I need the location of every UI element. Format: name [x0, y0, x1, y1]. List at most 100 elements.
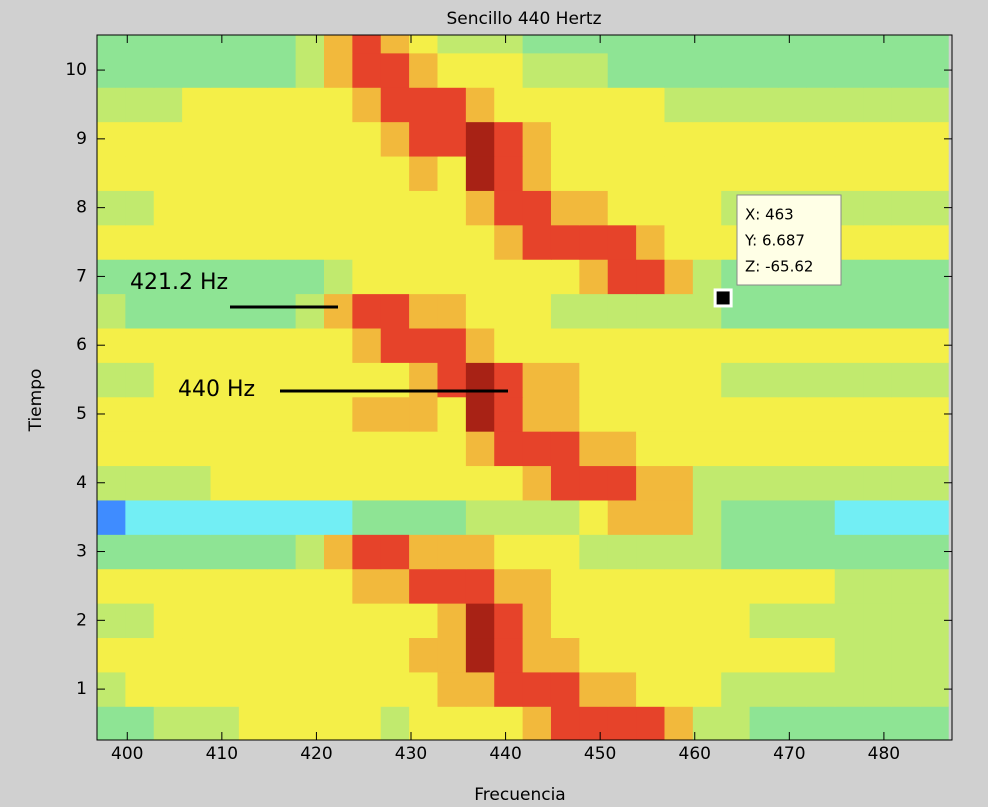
- heatmap-cell: [295, 465, 325, 501]
- heatmap-cell: [919, 121, 949, 157]
- x-tick-label: 440: [489, 744, 521, 764]
- heatmap-cell: [238, 706, 268, 740]
- y-tick-label: 1: [76, 679, 87, 699]
- heatmap-cell: [125, 568, 155, 604]
- heatmap-cell: [125, 499, 155, 535]
- heatmap-cell: [153, 396, 183, 432]
- heatmap-cell: [238, 603, 268, 639]
- heatmap-cell: [777, 431, 807, 467]
- heatmap-cell: [522, 362, 552, 398]
- heatmap-cell: [380, 396, 410, 432]
- heatmap-cell: [692, 465, 722, 501]
- heatmap-cell: [494, 534, 524, 570]
- heatmap-cell: [380, 499, 410, 535]
- heatmap-cell: [238, 362, 268, 398]
- heatmap-cell: [834, 328, 864, 363]
- annotation: 421.2 Hz 440 Hz: [130, 270, 508, 402]
- heatmap-cell: [749, 465, 779, 501]
- heatmap-cell: [522, 52, 552, 88]
- heatmap-cell: [550, 534, 580, 570]
- heatmap-cell: [749, 671, 779, 707]
- heatmap-cell: [806, 465, 836, 501]
- heatmap-cell: [437, 328, 467, 363]
- heatmap-cell: [494, 156, 524, 191]
- heatmap-cell: [891, 328, 921, 363]
- heatmap-cell: [153, 293, 183, 329]
- heatmap-cell: [692, 259, 722, 295]
- heatmap-cell: [721, 534, 751, 570]
- heatmap-cell: [749, 499, 779, 535]
- heatmap-cell: [210, 431, 240, 467]
- heatmap-cell: [579, 568, 609, 604]
- heatmap-cell: [636, 328, 665, 363]
- heatmap-cell: [579, 431, 609, 467]
- heatmap-cell: [153, 224, 183, 260]
- heatmap-cell: [919, 499, 949, 535]
- heatmap-cell: [267, 671, 297, 707]
- heatmap-cell: [550, 328, 580, 363]
- y-tick-label: 3: [76, 542, 87, 562]
- heatmap-cell: [437, 224, 467, 260]
- heatmap-cell: [891, 534, 921, 570]
- heatmap-cell: [267, 603, 297, 639]
- heatmap-cell: [210, 534, 240, 570]
- heatmap-cell: [437, 52, 467, 88]
- heatmap-cell: [692, 603, 722, 639]
- heatmap-cell: [437, 671, 467, 707]
- heatmap-cell: [97, 431, 126, 467]
- heatmap-cell: [153, 603, 183, 639]
- heatmap-cell: [522, 431, 552, 467]
- heatmap-cell: [153, 568, 183, 604]
- heatmap-cell: [210, 328, 240, 363]
- heatmap-cell: [210, 224, 240, 260]
- heatmap-cell: [806, 156, 836, 191]
- heatmap-cell: [352, 259, 382, 295]
- heatmap-cell: [210, 396, 240, 432]
- heatmap-cell: [522, 671, 552, 707]
- heatmap-cell: [919, 87, 949, 123]
- heatmap-cell: [550, 293, 580, 329]
- heatmap-cell: [777, 293, 807, 329]
- heatmap-cell: [806, 35, 836, 54]
- heatmap-cell: [636, 396, 665, 432]
- heatmap-cell: [806, 671, 836, 707]
- heatmap-cell: [664, 190, 694, 226]
- heatmap-cell: [522, 293, 552, 329]
- heatmap-cell: [919, 190, 949, 226]
- heatmap-cell: [465, 35, 495, 54]
- heatmap-cell: [692, 52, 722, 88]
- heatmap-cell: [891, 568, 921, 604]
- heatmap-cell: [834, 87, 864, 123]
- heatmap-cell: [323, 431, 353, 467]
- heatmap-cell: [863, 431, 892, 467]
- heatmap-cell: [465, 224, 495, 260]
- heatmap-cell: [182, 637, 211, 673]
- heatmap-cell: [153, 35, 183, 54]
- heatmap-cell: [323, 156, 353, 191]
- heatmap-cell: [579, 293, 609, 329]
- heatmap-cell: [380, 259, 410, 295]
- heatmap-cell: [323, 121, 353, 157]
- heatmap-cell: [380, 156, 410, 191]
- y-tick-label: 9: [76, 129, 87, 149]
- heatmap-cell: [182, 224, 211, 260]
- heatmap-cell: [579, 362, 609, 398]
- heatmap-cell: [749, 121, 779, 157]
- heatmap-cell: [721, 396, 751, 432]
- heatmap-cell: [777, 121, 807, 157]
- heatmap-cell: [834, 362, 864, 398]
- heatmap-cell: [437, 259, 467, 295]
- heatmap-cell: [409, 499, 438, 535]
- heatmap-cell: [664, 52, 694, 88]
- heatmap-cell: [636, 603, 665, 639]
- heatmap-cell: [664, 568, 694, 604]
- heatmap-cell: [692, 396, 722, 432]
- heatmap-cell: [238, 121, 268, 157]
- heatmap-cell: [806, 603, 836, 639]
- heatmap-cell: [919, 671, 949, 707]
- heatmap-cell: [437, 396, 467, 432]
- heatmap-cell: [721, 328, 751, 363]
- heatmap-cell: [437, 499, 467, 535]
- heatmap-cell: [550, 87, 580, 123]
- heatmap-cell: [267, 431, 297, 467]
